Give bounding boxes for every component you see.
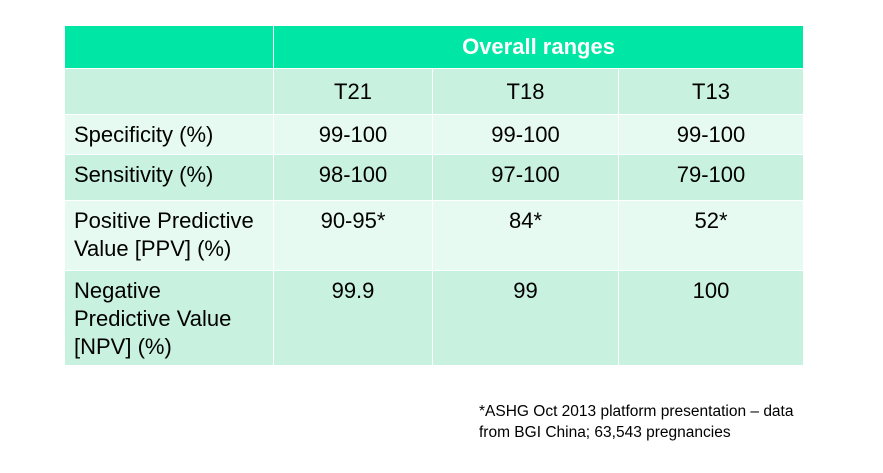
table-row: Specificity (%) 99-100 99-100 99-100	[65, 114, 804, 154]
row-label-line: Value [PPV] (%)	[74, 236, 232, 261]
header-corner-cell	[65, 26, 273, 68]
table-row: Positive Predictive Value [PPV] (%) 90-9…	[65, 200, 804, 270]
column-header-t13: T13	[618, 68, 804, 114]
row-label-line: Specificity (%)	[74, 122, 214, 147]
cell-ppv-t21: 90-95*	[273, 200, 432, 270]
footnote-line: from BGI China; 63,543 pregnancies	[479, 424, 731, 441]
row-label-line: [NPV] (%)	[74, 334, 172, 359]
row-label-line: Negative	[74, 278, 161, 303]
column-header-t21: T21	[273, 68, 432, 114]
row-label-line: Sensitivity (%)	[74, 162, 214, 187]
cell-npv-t13: 100	[618, 270, 804, 365]
row-label-line: Predictive Value	[74, 306, 232, 331]
results-table: Overall ranges T21 T18 T13 Specificity (…	[65, 26, 804, 365]
column-header-corner	[65, 68, 273, 114]
column-header-t18: T18	[432, 68, 618, 114]
group-header-title: Overall ranges	[273, 26, 804, 68]
cell-sensitivity-t18: 97-100	[432, 154, 618, 200]
cell-specificity-t13: 99-100	[618, 114, 804, 154]
group-header-row: Overall ranges	[65, 26, 804, 68]
cell-sensitivity-t13: 79-100	[618, 154, 804, 200]
row-label-npv: Negative Predictive Value [NPV] (%)	[65, 270, 273, 365]
row-label-ppv: Positive Predictive Value [PPV] (%)	[65, 200, 273, 270]
cell-specificity-t18: 99-100	[432, 114, 618, 154]
cell-ppv-t13: 52*	[618, 200, 804, 270]
cell-ppv-t18: 84*	[432, 200, 618, 270]
cell-npv-t21: 99.9	[273, 270, 432, 365]
row-label-line: Positive Predictive	[74, 208, 254, 233]
footnote-line: *ASHG Oct 2013 platform presentation – d…	[479, 403, 794, 420]
table-row: Negative Predictive Value [NPV] (%) 99.9…	[65, 270, 804, 365]
row-label-sensitivity: Sensitivity (%)	[65, 154, 273, 200]
cell-sensitivity-t21: 98-100	[273, 154, 432, 200]
column-header-row: T21 T18 T13	[65, 68, 804, 114]
cell-npv-t18: 99	[432, 270, 618, 365]
row-label-specificity: Specificity (%)	[65, 114, 273, 154]
table-row: Sensitivity (%) 98-100 97-100 79-100	[65, 154, 804, 200]
cell-specificity-t21: 99-100	[273, 114, 432, 154]
footnote: *ASHG Oct 2013 platform presentation – d…	[479, 401, 879, 443]
